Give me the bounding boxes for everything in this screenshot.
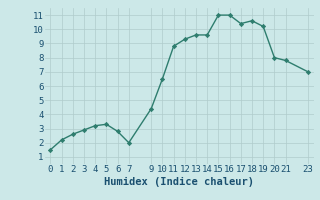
X-axis label: Humidex (Indice chaleur): Humidex (Indice chaleur)	[104, 177, 254, 187]
